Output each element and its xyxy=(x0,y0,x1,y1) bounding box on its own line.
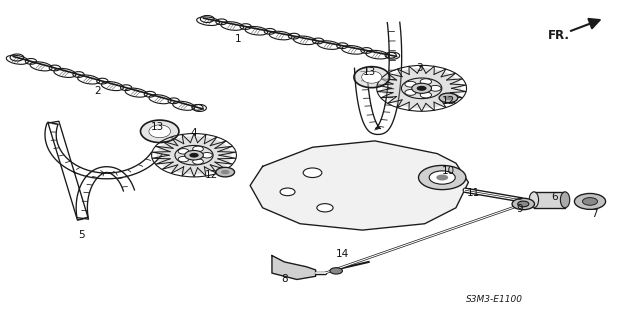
Text: 5: 5 xyxy=(79,230,85,240)
Text: 6: 6 xyxy=(551,192,558,202)
Text: 7: 7 xyxy=(591,209,598,219)
Circle shape xyxy=(192,159,203,164)
Text: 3: 3 xyxy=(416,63,423,73)
Circle shape xyxy=(444,96,452,100)
Circle shape xyxy=(420,79,431,84)
Ellipse shape xyxy=(141,120,179,142)
Text: 9: 9 xyxy=(516,204,523,214)
Text: 12: 12 xyxy=(205,170,218,180)
Circle shape xyxy=(202,153,212,158)
Ellipse shape xyxy=(529,192,539,208)
Ellipse shape xyxy=(362,71,381,83)
Circle shape xyxy=(417,86,427,91)
Polygon shape xyxy=(250,141,468,230)
Text: 13: 13 xyxy=(363,68,376,77)
Circle shape xyxy=(429,171,455,184)
Ellipse shape xyxy=(149,125,170,138)
Text: S3M3-E1100: S3M3-E1100 xyxy=(466,295,523,304)
Circle shape xyxy=(582,197,598,205)
Circle shape xyxy=(405,90,416,95)
Circle shape xyxy=(303,168,322,178)
Text: 14: 14 xyxy=(336,249,349,259)
Circle shape xyxy=(512,198,534,210)
Circle shape xyxy=(420,92,431,98)
Circle shape xyxy=(439,93,458,103)
Circle shape xyxy=(192,146,203,152)
Circle shape xyxy=(178,156,189,162)
Text: 11: 11 xyxy=(467,188,480,198)
Circle shape xyxy=(518,201,529,207)
Circle shape xyxy=(184,150,203,160)
Text: 13: 13 xyxy=(151,122,164,132)
Text: 4: 4 xyxy=(191,128,198,138)
Circle shape xyxy=(317,204,333,212)
Text: 2: 2 xyxy=(94,86,101,97)
Circle shape xyxy=(382,68,461,108)
Circle shape xyxy=(405,81,416,87)
Circle shape xyxy=(178,148,189,154)
Circle shape xyxy=(216,167,234,177)
Text: 12: 12 xyxy=(442,96,455,106)
Circle shape xyxy=(157,136,231,174)
Circle shape xyxy=(436,174,448,180)
Circle shape xyxy=(280,188,295,196)
Text: 10: 10 xyxy=(442,166,455,176)
Circle shape xyxy=(221,170,229,174)
Polygon shape xyxy=(534,192,565,208)
Circle shape xyxy=(330,268,342,274)
Circle shape xyxy=(412,83,431,93)
Circle shape xyxy=(430,85,441,91)
Circle shape xyxy=(419,165,466,190)
Polygon shape xyxy=(272,256,316,279)
Text: 1: 1 xyxy=(234,34,241,44)
Text: 8: 8 xyxy=(281,275,288,284)
Circle shape xyxy=(189,153,199,158)
Ellipse shape xyxy=(354,67,389,88)
Ellipse shape xyxy=(561,192,570,208)
Text: FR.: FR. xyxy=(548,29,570,42)
Circle shape xyxy=(574,194,606,209)
